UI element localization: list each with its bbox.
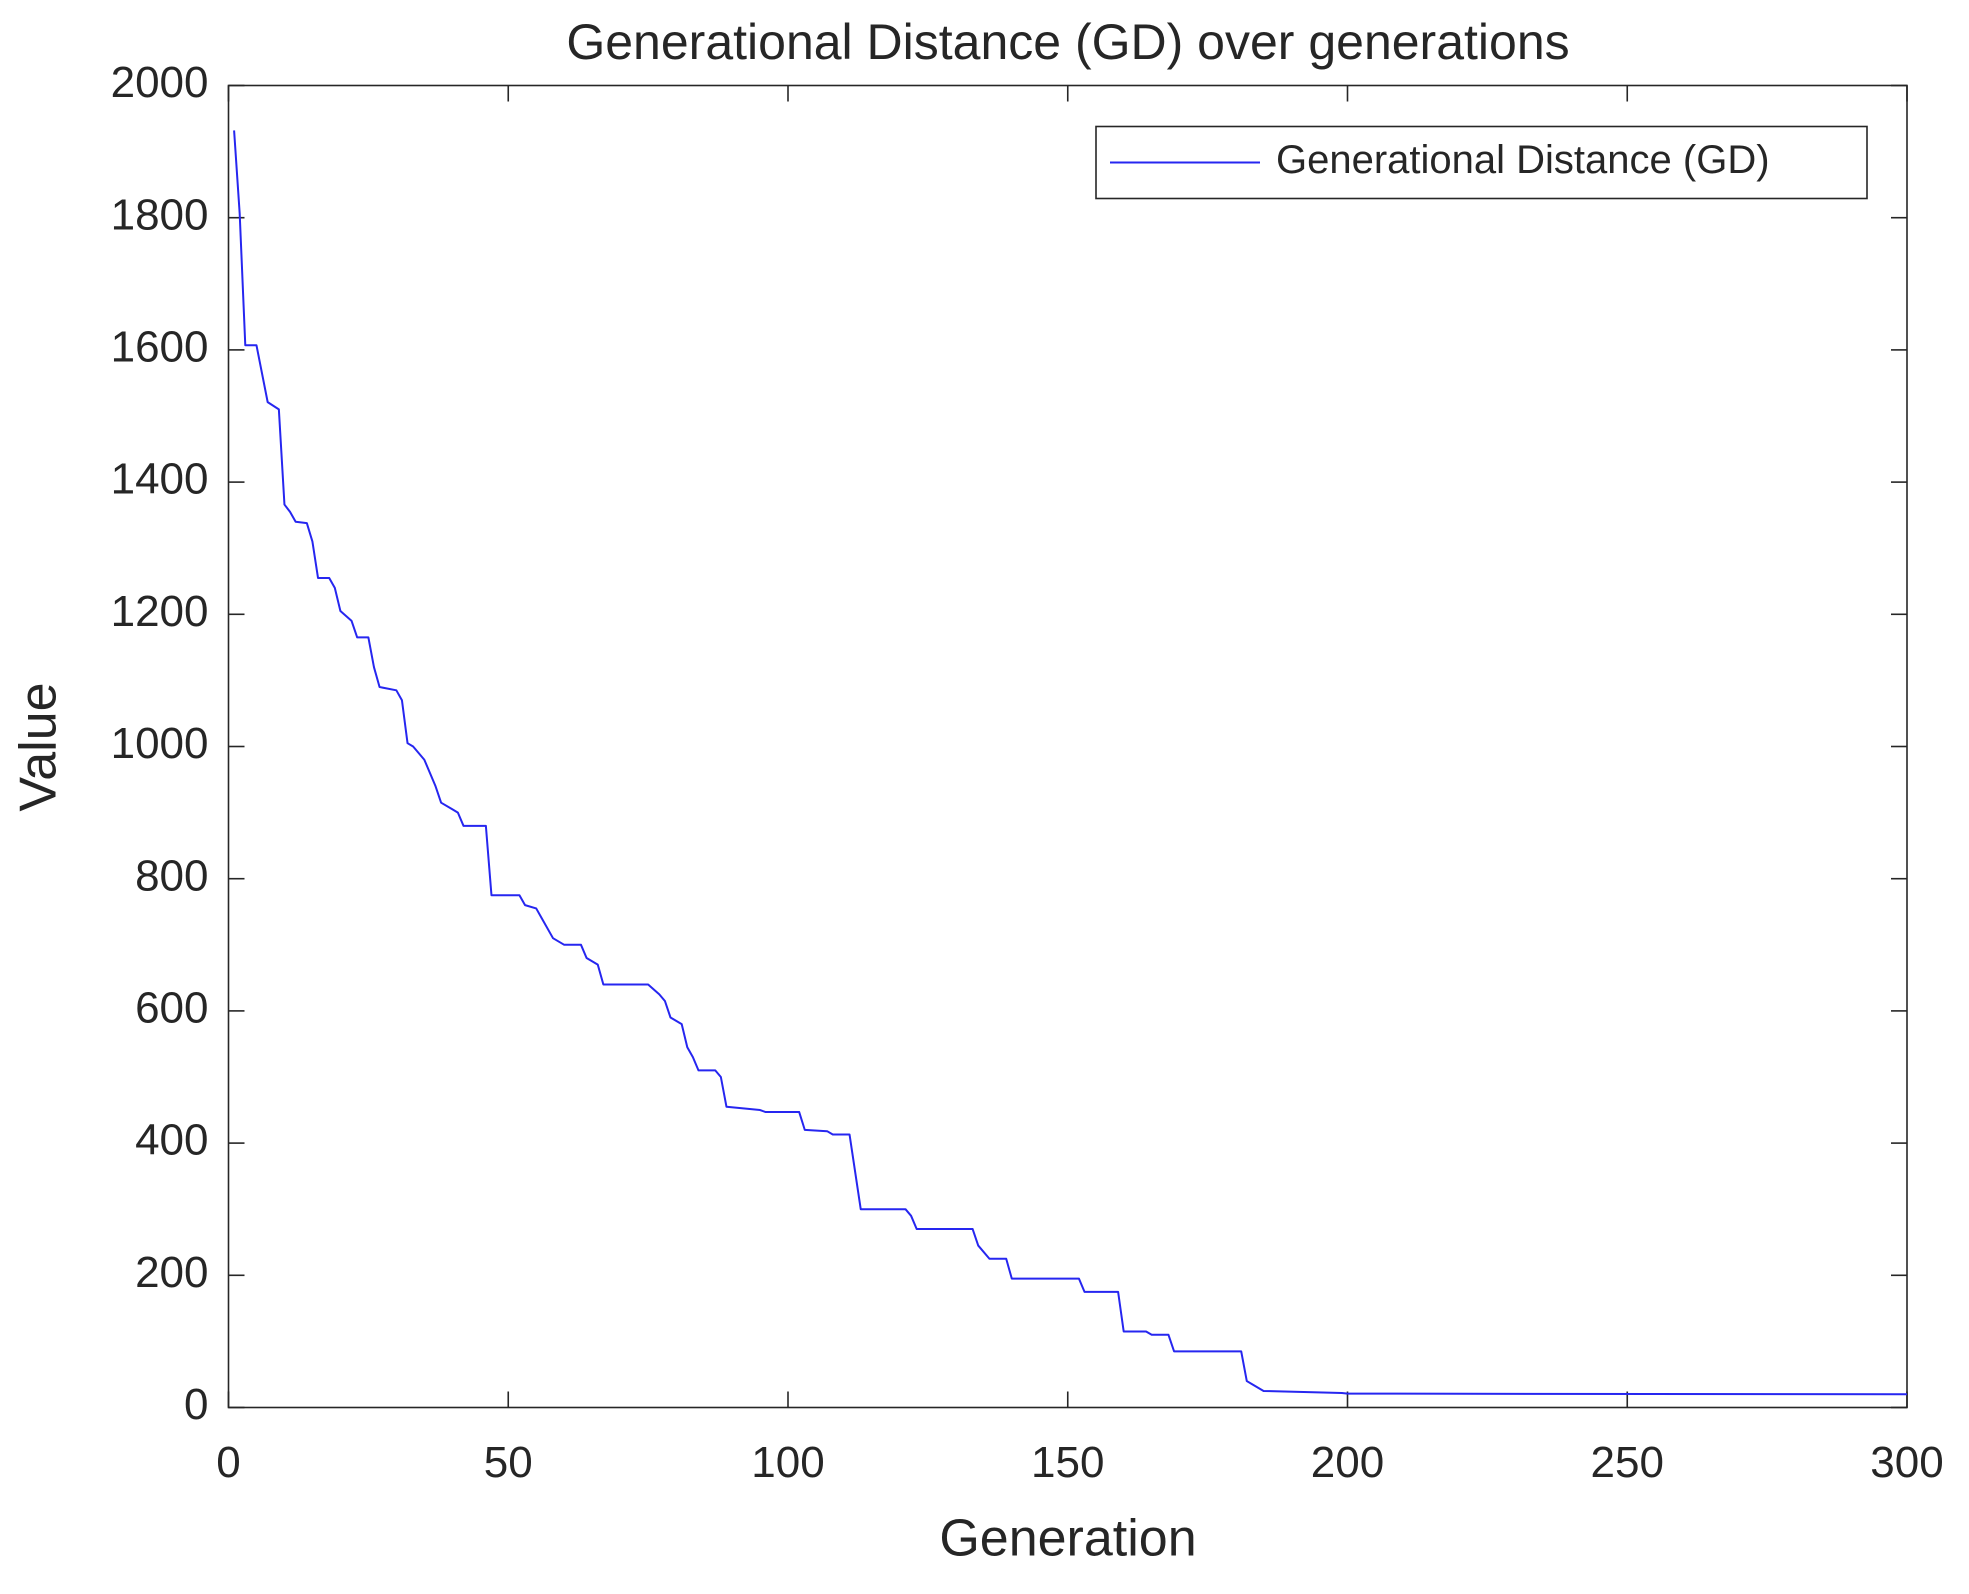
y-tick-label: 1400 (111, 455, 209, 504)
y-tick-label: 400 (135, 1116, 208, 1165)
y-tick-label: 2000 (111, 58, 209, 107)
x-tick-label: 150 (1031, 1438, 1104, 1487)
y-tick-label: 200 (135, 1248, 208, 1297)
x-tick-label: 300 (1870, 1438, 1943, 1487)
y-tick-label: 0 (184, 1380, 208, 1429)
y-tick-label: 1600 (111, 323, 209, 372)
x-tick-label: 50 (484, 1438, 533, 1487)
y-tick-label: 600 (135, 984, 208, 1033)
legend-label: Generational Distance (GD) (1276, 138, 1770, 182)
x-tick-label: 100 (751, 1438, 824, 1487)
chart-title: Generational Distance (GD) over generati… (566, 14, 1569, 70)
x-tick-label: 0 (216, 1438, 240, 1487)
x-tick-label: 250 (1591, 1438, 1664, 1487)
y-axis-label: Value (10, 682, 68, 811)
x-tick-label: 200 (1311, 1438, 1384, 1487)
y-tick-label: 800 (135, 851, 208, 900)
y-tick-label: 1000 (111, 719, 209, 768)
series-line (233, 130, 1908, 1396)
x-axis-label: Generation (939, 1510, 1196, 1568)
plot-area (227, 84, 1908, 1409)
y-tick-label: 1200 (111, 587, 209, 636)
y-tick-label: 1800 (111, 190, 209, 239)
